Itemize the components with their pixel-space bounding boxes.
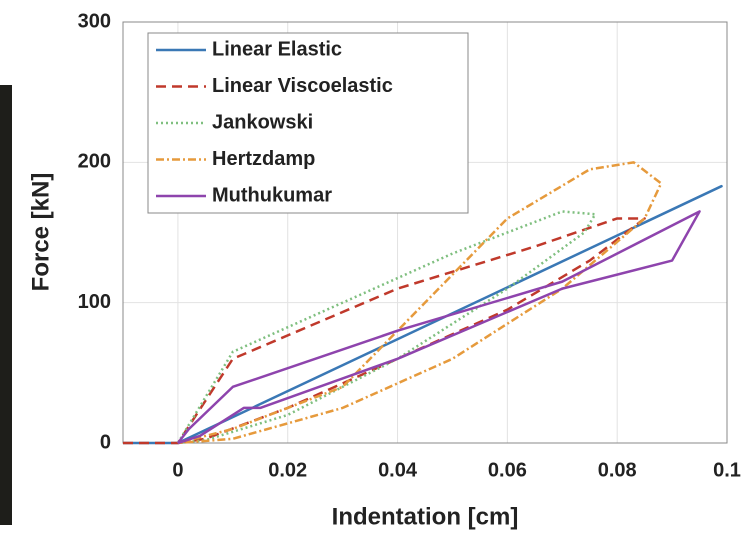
legend-label: Jankowski xyxy=(212,111,313,133)
y-tick-label: 300 xyxy=(78,10,111,32)
legend-label: Hertzdamp xyxy=(212,148,315,170)
series-line xyxy=(176,210,701,445)
legend-label: Muthukumar xyxy=(212,184,332,206)
y-axis-label: Force [kN] xyxy=(27,173,54,292)
photo-edge xyxy=(0,85,12,525)
series-line xyxy=(176,210,597,445)
y-tick-label: 200 xyxy=(78,151,111,173)
axes-box xyxy=(122,21,728,444)
x-tick-label: 0.04 xyxy=(378,459,418,481)
legend-label: Linear Elastic xyxy=(212,38,342,60)
x-axis-label: Indentation [cm] xyxy=(332,503,519,530)
y-tick-label: 100 xyxy=(78,291,111,313)
x-tick-label: 0.08 xyxy=(598,459,637,481)
x-tick-label: 0.1 xyxy=(713,459,741,481)
y-tick-label: 0 xyxy=(100,431,111,453)
x-tick-label: 0.06 xyxy=(488,459,527,481)
x-tick-label: 0 xyxy=(172,459,183,481)
x-tick-label: 0.02 xyxy=(268,459,307,481)
legend-label: Linear Viscoelastic xyxy=(212,75,393,97)
